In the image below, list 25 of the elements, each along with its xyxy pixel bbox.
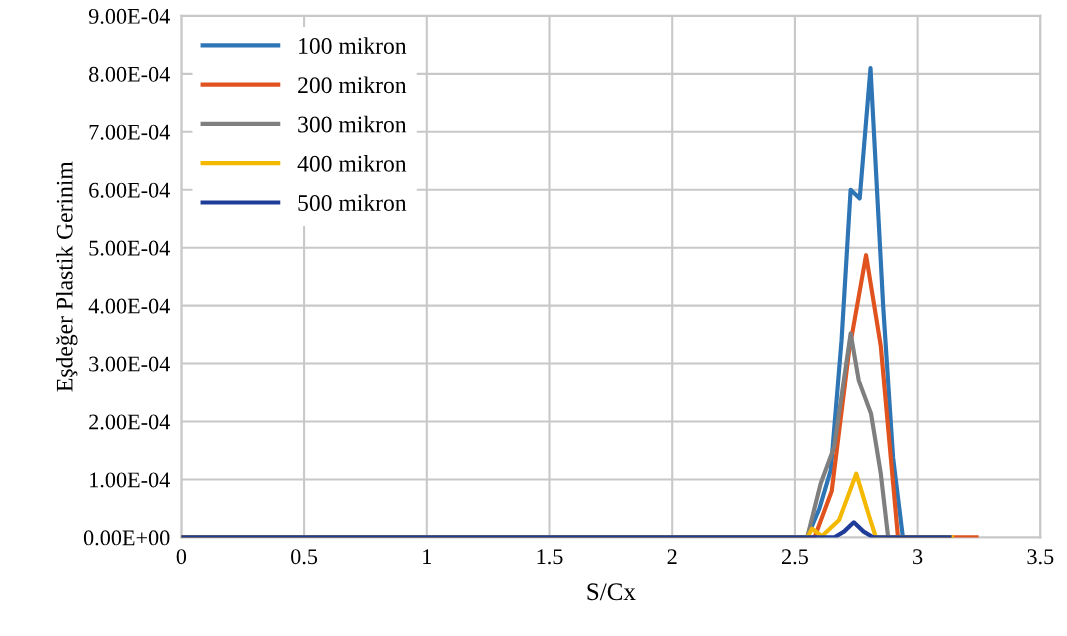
x-tick-label: 0.5 bbox=[291, 549, 318, 565]
legend-label: 100 mikron bbox=[299, 37, 407, 54]
x-tick-label: 1.5 bbox=[537, 549, 563, 565]
y-tick-label: 5.00E-04 bbox=[89, 240, 170, 256]
y-tick-label: 1.00E-04 bbox=[90, 472, 170, 488]
x-tick-label: 3 bbox=[913, 549, 923, 565]
y-tick-label: 8.00E-04 bbox=[89, 66, 170, 82]
y-axis-title: Eşdeğer Plastik Gerinim bbox=[56, 161, 78, 392]
legend-label: 200 mikron bbox=[298, 76, 407, 94]
y-tick-label: 7.00E-04 bbox=[89, 124, 170, 140]
legend-label: 500 mikron bbox=[298, 194, 407, 211]
x-tick-label: 2 bbox=[667, 549, 677, 564]
x-tick-label: 0 bbox=[176, 549, 187, 565]
x-tick-label: 1 bbox=[423, 549, 432, 564]
legend-label: 300 mikron bbox=[298, 115, 407, 133]
y-tick-label: 0.00E+00 bbox=[83, 530, 170, 546]
y-tick-label: 4.00E-04 bbox=[88, 298, 170, 314]
y-tick-label: 2.00E-04 bbox=[89, 414, 170, 430]
x-axis-title: S/Cx bbox=[587, 583, 636, 601]
x-tick-label: 2.5 bbox=[782, 549, 808, 565]
y-tick-label: 3.00E-04 bbox=[89, 356, 170, 372]
x-tick-label: 3.5 bbox=[1027, 549, 1054, 565]
y-tick-label: 6.00E-04 bbox=[89, 182, 170, 198]
y-tick-label: 9.00E-04 bbox=[88, 8, 170, 24]
legend-label: 400 mikron bbox=[297, 155, 407, 172]
